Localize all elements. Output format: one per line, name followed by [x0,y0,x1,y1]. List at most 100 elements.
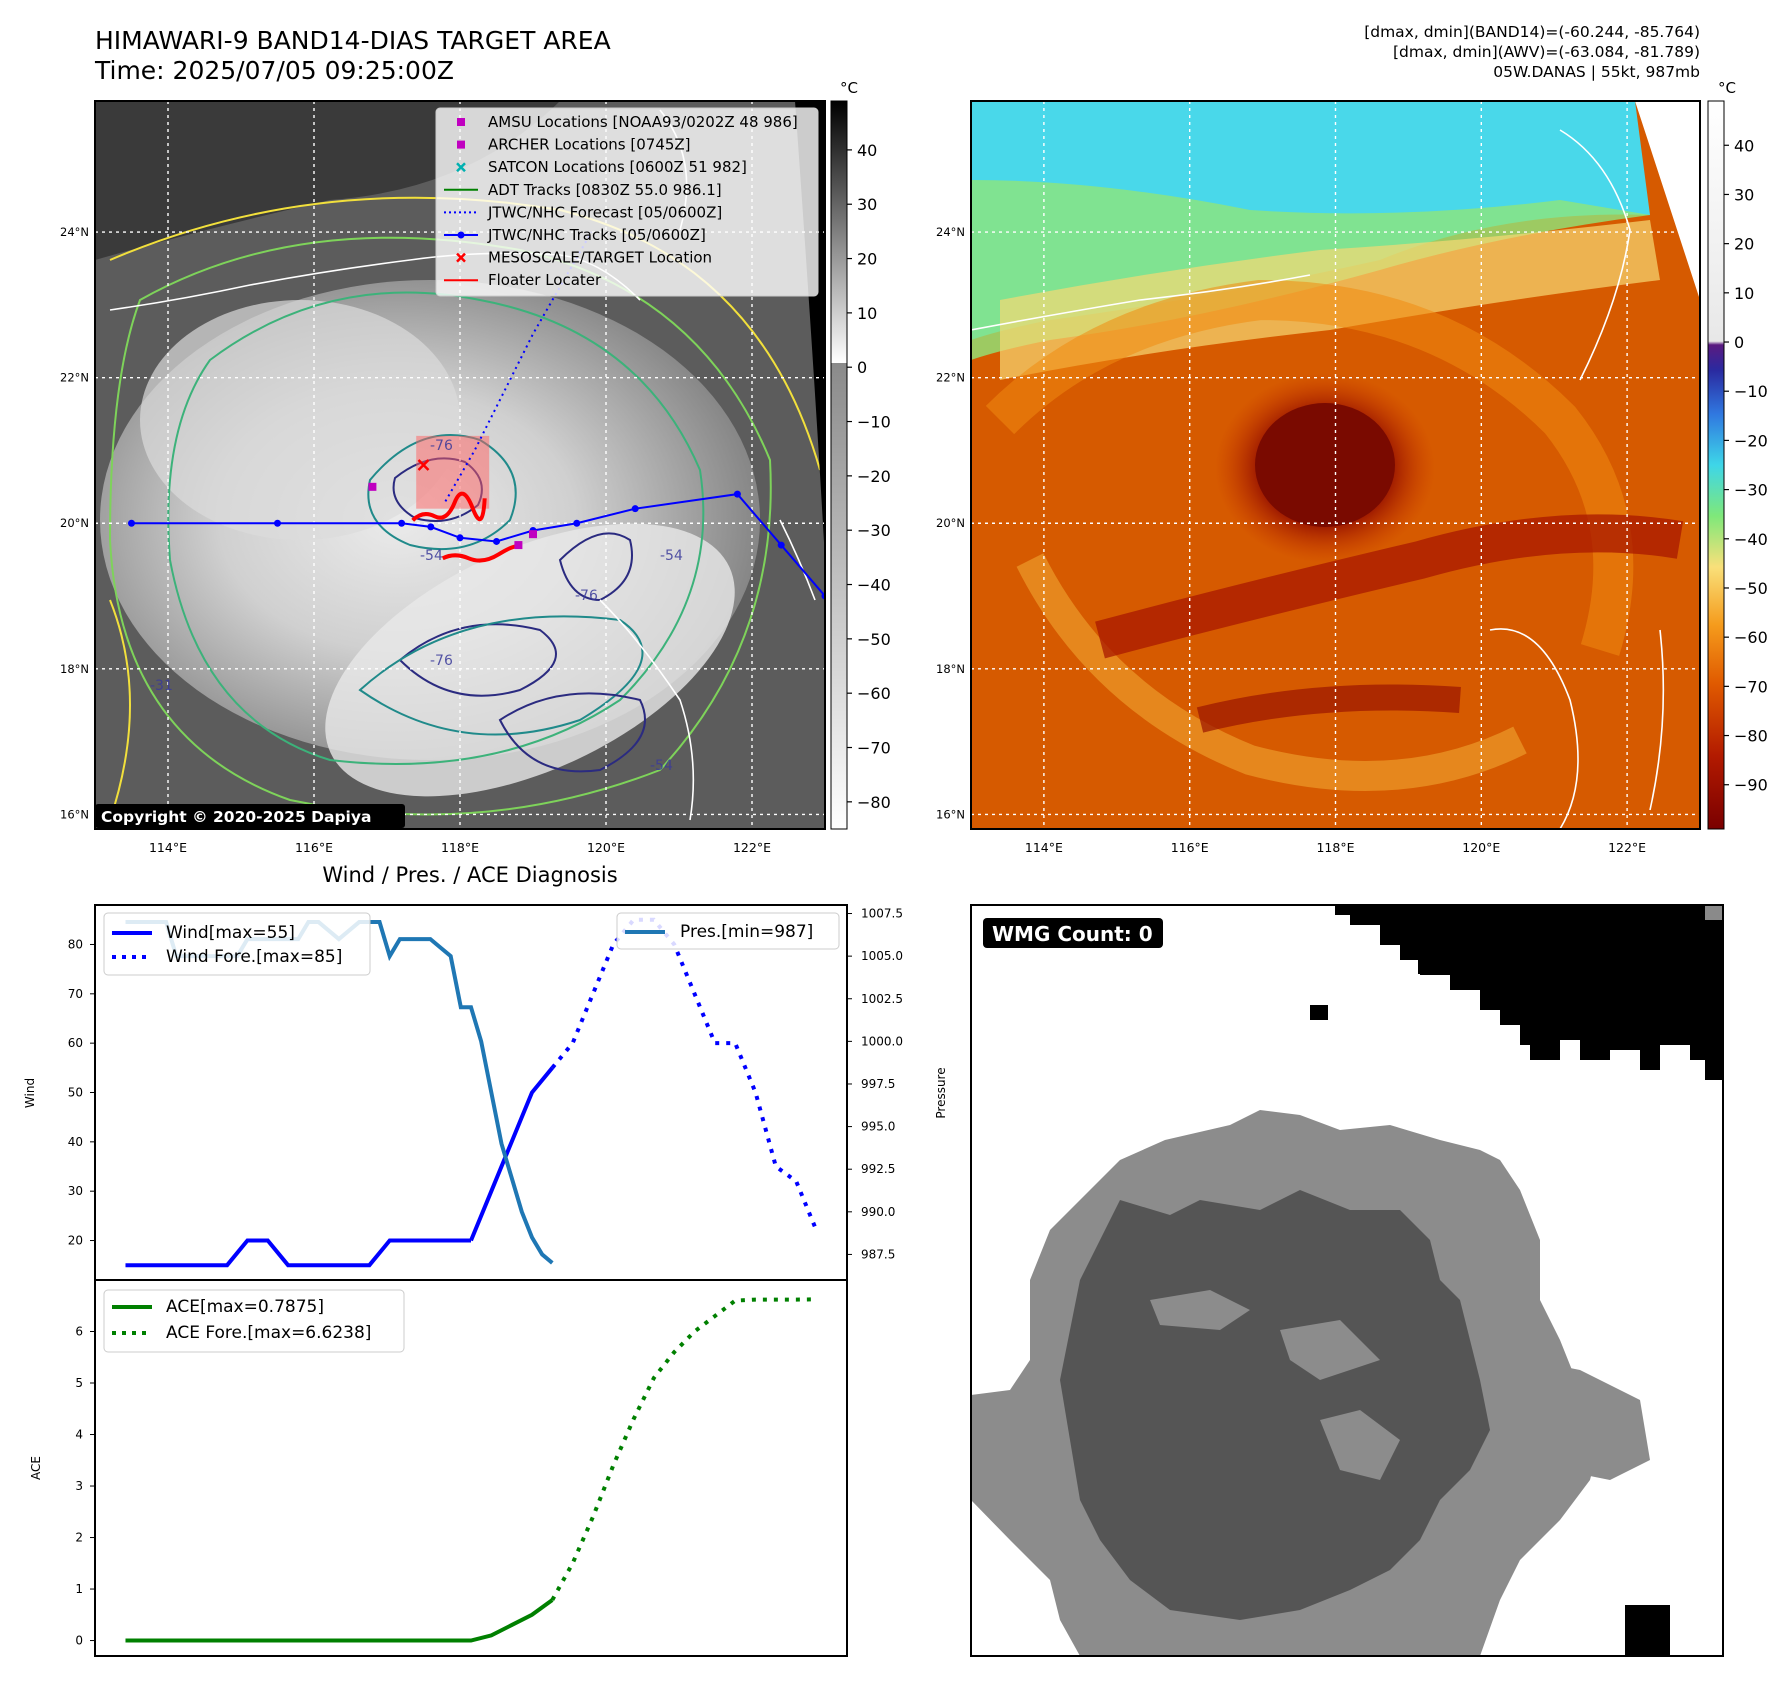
pressure-y-tick-label: 1002.5 [861,992,903,1006]
copyright-text: Copyright © 2020-2025 Dapiya [101,808,371,826]
map-legend-label: AMSU Locations [NOAA93/0202Z 48 986] [488,113,798,131]
left-map-lon-label: 114°E [149,840,187,855]
colorbar_color-tick-label: 0 [1734,333,1744,352]
map-legend-entry: SATCON Locations [0600Z 51 982] [456,158,747,176]
contour-label: -76 [430,653,453,669]
right-map-lon-label: 118°E [1316,840,1354,855]
map-legend-label: ARCHER Locations [0745Z] [488,136,691,154]
amsu-point [368,482,377,491]
ace-legend-box [103,1289,405,1353]
ace-chart: 0 1 2 3 4 5 6 ACE ACE[max=0.7875] ACE Fore.[max… [29,1279,848,1657]
ace-y-tick-label: 1 [75,1582,83,1596]
wind-legend-box [103,912,371,976]
wind-y-tick-label: 40 [68,1135,83,1149]
left-map-lat-label: 20°N [60,516,89,530]
contour-label: -31 [150,678,173,694]
colorbar_bw-tick-label: −50 [857,630,891,649]
jtwc-track-point [128,519,135,527]
ace-y-tick-label: 6 [75,1325,83,1339]
pressure-y-tick-label: 987.5 [861,1247,895,1261]
figure-info: [dmax, dmin](BAND14)=(-60.244, -85.764) … [1364,22,1700,82]
wind-y-tick-label: 60 [68,1036,83,1050]
mesoscale-marker [417,459,430,471]
wind-axis-label: Wind [23,1078,37,1108]
colorbar_bw-tick-label: −10 [857,413,891,432]
wind-y-tick-label: 70 [68,987,83,1001]
right-map-lon-label: 122°E [1608,840,1646,855]
info-awv: [dmax, dmin](AWV)=(-63.084, -81.789) [1393,43,1700,61]
ace-y-tick-label: 4 [75,1428,83,1442]
wind-y-tick-label: 50 [68,1086,83,1100]
colorbar_bw-tick-label: −70 [857,739,891,758]
jtwc-track-point [398,519,406,527]
colorbar-color-unit: °C [1718,79,1736,97]
colorbar_color-tick-label: −20 [1734,431,1768,450]
left-map-lat-label: 24°N [60,225,89,239]
jtwc-track-point [573,519,581,527]
colorbar-bw: °C 40 30 20 10 0 −10 −20 −30 −40 −50 −60 −70 −80 [830,79,891,830]
ace-legend: ACE[max=0.7875] ACE Fore.[max=6.6238] [103,1289,405,1353]
map-legend-entry: ADT Tracks [0830Z 55.0 986.1] [444,181,722,199]
colorbar_bw-tick-label: −40 [857,576,891,595]
contour-label: -54 [650,758,673,774]
colorbar_color-tick-label: −60 [1734,628,1768,647]
contour-label: -54 [420,548,443,564]
jtwc-track-point [733,490,741,498]
map-legend-entry: JTWC/NHC Tracks [05/0600Z] [444,226,706,244]
figure-title-line2: Time: 2025/07/05 09:25:00Z [95,56,454,85]
left-map-lon-label: 122°E [733,840,771,855]
colorbar_color-tick-label: −30 [1734,481,1768,500]
wind-legend-label: Wind Fore.[max=85] [166,947,342,967]
colorbar_bw-tick-label: 0 [857,358,867,377]
left-map-lat-label: 18°N [60,662,89,676]
ace-y-tick-label: 2 [75,1531,83,1545]
map-legend-label: Floater Locater [488,271,602,289]
map-legend-label: JTWC/NHC Tracks [05/0600Z] [487,226,706,244]
colorbar_bw-tick-label: −30 [857,521,891,540]
left-map-lat-label: 22°N [60,371,89,385]
wind-legend: Wind[max=55] Wind Fore.[max=85] [103,912,371,976]
ace-y-tick-label: 5 [75,1376,83,1390]
wind-y-tick-label: 30 [68,1184,83,1198]
pressure-y-tick-label: 1000.0 [861,1034,903,1048]
colorbar_bw-tick-label: 20 [857,250,877,269]
pressure-legend-box [616,912,840,950]
pressure-y-tick-label: 1007.5 [861,907,903,921]
pressure-y-tick-label: 992.5 [861,1162,895,1176]
left-map-lat-label: 16°N [60,807,89,821]
legend-square-marker [457,118,465,126]
wind-y-tick-label: 80 [68,937,83,951]
right-map-lon-label: 114°E [1025,840,1063,855]
colorbar_color-tick-label: 30 [1734,185,1754,204]
colorbar-color: °C 40 30 20 10 0 −10 −20 −30 −40 −50 −60 −70 −80 −90 [1707,79,1768,830]
colorbar_color-tick-label: 10 [1734,284,1754,303]
ace-y-tick-label: 0 [75,1634,83,1648]
map-legend-entry: MESOSCALE/TARGET Location [456,249,712,267]
pressure-axis-label: Pressure [934,1067,948,1118]
jtwc-track-point [427,523,435,531]
ace-y-tick-label: 3 [75,1479,83,1493]
pressure-y-tick-label: 1005.0 [861,949,903,963]
info-band14: [dmax, dmin](BAND14)=(-60.244, -85.764) [1364,23,1700,41]
ace-legend-label: ACE[max=0.7875] [166,1297,324,1317]
colorbar_color-tick-label: −90 [1734,776,1768,795]
ir-bw-map: 114°E 116°E 118°E 120°E 122°E 24°N 22°N 20°N 18°… [60,100,826,855]
right-map-lat-label: 22°N [936,371,965,385]
legend-square-marker [457,140,465,149]
colorbar_color-tick-label: 20 [1734,235,1754,254]
ace-axis-label: ACE [29,1456,43,1480]
right-map-lat-label: 18°N [936,662,965,676]
pressure-legend-label: Pres.[min=987] [680,922,813,942]
wmg-count-label: WMG Count: 0 [992,922,1153,946]
legend-x-marker [456,252,466,263]
colorbar_bw-tick-label: −60 [857,684,891,703]
floater-box [416,435,490,509]
colorbar_bw-tick-label: 10 [857,304,877,323]
info-storm: 05W.DANAS | 55kt, 987mb [1493,63,1700,81]
amsu-point [514,541,523,550]
ace-legend-label: ACE Fore.[max=6.6238] [166,1323,371,1343]
legend-x-marker [456,162,466,173]
map-legend-label: SATCON Locations [0600Z 51 982] [488,158,747,176]
ace-forecast-line [550,1297,817,1601]
